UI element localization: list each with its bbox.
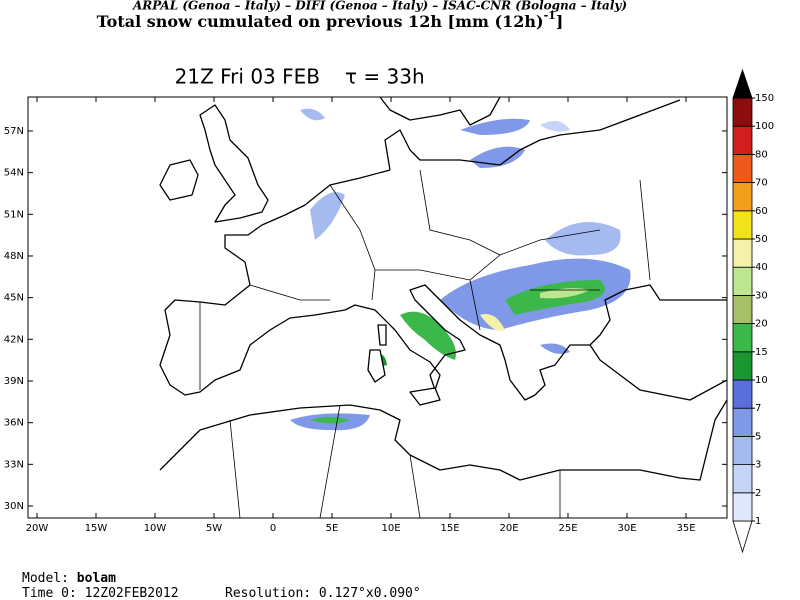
map-frame bbox=[27, 96, 728, 519]
colorbar-box bbox=[732, 323, 753, 353]
lon-tick-label: 10W bbox=[144, 523, 167, 534]
lon-tick-label: 25E bbox=[558, 523, 577, 534]
time: 12Z02FEB2012 bbox=[85, 586, 179, 600]
lon-tick-label: 0 bbox=[270, 523, 276, 534]
coast-main bbox=[159, 169, 727, 401]
great-britain bbox=[199, 104, 269, 223]
colorbar-label: 40 bbox=[755, 262, 768, 273]
coast-africa bbox=[159, 399, 727, 481]
lat-tick-label: 36N bbox=[4, 418, 24, 429]
footer-model: Model: bolam bbox=[22, 571, 116, 586]
borders bbox=[199, 169, 651, 518]
colorbar-label: 60 bbox=[755, 206, 768, 217]
title-exponent: -1 bbox=[544, 9, 556, 22]
colorbar-label: 10 bbox=[755, 375, 768, 386]
colorbar-box bbox=[732, 492, 753, 522]
lon-tick-label: 10E bbox=[381, 523, 400, 534]
title-text: Total snow cumulated on previous 12h [mm… bbox=[97, 12, 544, 31]
scandinavia bbox=[379, 97, 501, 126]
colorbar-box bbox=[732, 379, 753, 409]
colorbar: 1 2 3 5 7 10 15 20 30 40 50 60 70 80 100 150 bbox=[732, 68, 774, 554]
colorbar-box bbox=[732, 464, 753, 494]
lon-tick-label: 20W bbox=[26, 523, 49, 534]
colorbar-box bbox=[732, 97, 753, 127]
colorbar-box bbox=[732, 210, 753, 240]
colorbar-label: 150 bbox=[755, 93, 774, 104]
header-title: Total snow cumulated on previous 12h [mm… bbox=[97, 9, 564, 31]
lon-tick-label: 15E bbox=[440, 523, 459, 534]
title-end: ] bbox=[556, 12, 564, 31]
colorbar-label: 100 bbox=[755, 121, 774, 132]
lat-tick-label: 30N bbox=[4, 501, 24, 512]
resolution: 0.127°x0.090° bbox=[319, 586, 421, 600]
colorbar-box bbox=[732, 125, 753, 155]
colorbar-label: 50 bbox=[755, 234, 768, 245]
footer-time: Time 0: 12Z02FEB2012 bbox=[22, 586, 179, 600]
lat-tick-label: 54N bbox=[4, 168, 24, 179]
colorbar-box bbox=[732, 294, 753, 324]
lat-tick-label: 39N bbox=[4, 376, 24, 387]
colorbar-box bbox=[732, 182, 753, 212]
colorbar-box bbox=[732, 238, 753, 268]
colorbar-under bbox=[732, 520, 753, 554]
lat-tick-label: 51N bbox=[4, 209, 24, 220]
colorbar-label: 80 bbox=[755, 149, 768, 160]
resolution-label: Resolution: bbox=[225, 586, 311, 600]
time-label: Time 0: bbox=[22, 586, 77, 600]
coast-north bbox=[384, 99, 681, 171]
colorbar-box bbox=[732, 435, 753, 465]
lon-tick-label: 5W bbox=[206, 523, 222, 534]
lon-tick-label: 15W bbox=[85, 523, 108, 534]
colorbar-label: 15 bbox=[755, 347, 768, 358]
coast-turkey bbox=[589, 344, 727, 401]
map bbox=[28, 97, 727, 518]
lat-tick-label: 57N bbox=[4, 126, 24, 137]
lat-tick-label: 33N bbox=[4, 459, 24, 470]
colorbar-label: 7 bbox=[755, 403, 761, 414]
lat-tick-label: 45N bbox=[4, 293, 24, 304]
colorbar-label: 70 bbox=[755, 178, 768, 189]
colorbar-over bbox=[732, 68, 753, 99]
colorbar-box bbox=[732, 266, 753, 296]
colorbar-box bbox=[732, 351, 753, 381]
colorbar-box bbox=[732, 407, 753, 437]
footer-resolution: Resolution: 0.127°x0.090° bbox=[225, 586, 421, 600]
colorbar-label: 2 bbox=[755, 488, 761, 499]
lat-tick-label: 42N bbox=[4, 334, 24, 345]
map-title: 21Z Fri 03 FEB bbox=[175, 65, 320, 89]
lon-tick-label: 20E bbox=[499, 523, 518, 534]
lon-tick-label: 5E bbox=[326, 523, 339, 534]
colorbar-label: 5 bbox=[755, 431, 761, 442]
colorbar-label: 20 bbox=[755, 319, 768, 330]
model: bolam bbox=[77, 571, 116, 586]
ireland bbox=[159, 159, 199, 201]
snow-field bbox=[290, 108, 631, 431]
colorbar-label: 3 bbox=[755, 460, 761, 471]
map-tau: τ = 33h bbox=[345, 65, 425, 89]
sicily bbox=[409, 387, 441, 406]
sardinia bbox=[367, 349, 386, 383]
colorbar-label: 30 bbox=[755, 290, 768, 301]
lon-tick-label: 30E bbox=[617, 523, 636, 534]
lon-tick-label: 35E bbox=[676, 523, 695, 534]
model-label: Model: bbox=[22, 571, 69, 586]
corsica bbox=[377, 324, 387, 346]
colorbar-label: 1 bbox=[755, 516, 761, 527]
credits: ARPAL (Genoa – Italy) – DIFI (Genoa – It… bbox=[132, 0, 627, 13]
lat-tick-label: 48N bbox=[4, 251, 24, 262]
colorbar-box bbox=[732, 153, 753, 183]
